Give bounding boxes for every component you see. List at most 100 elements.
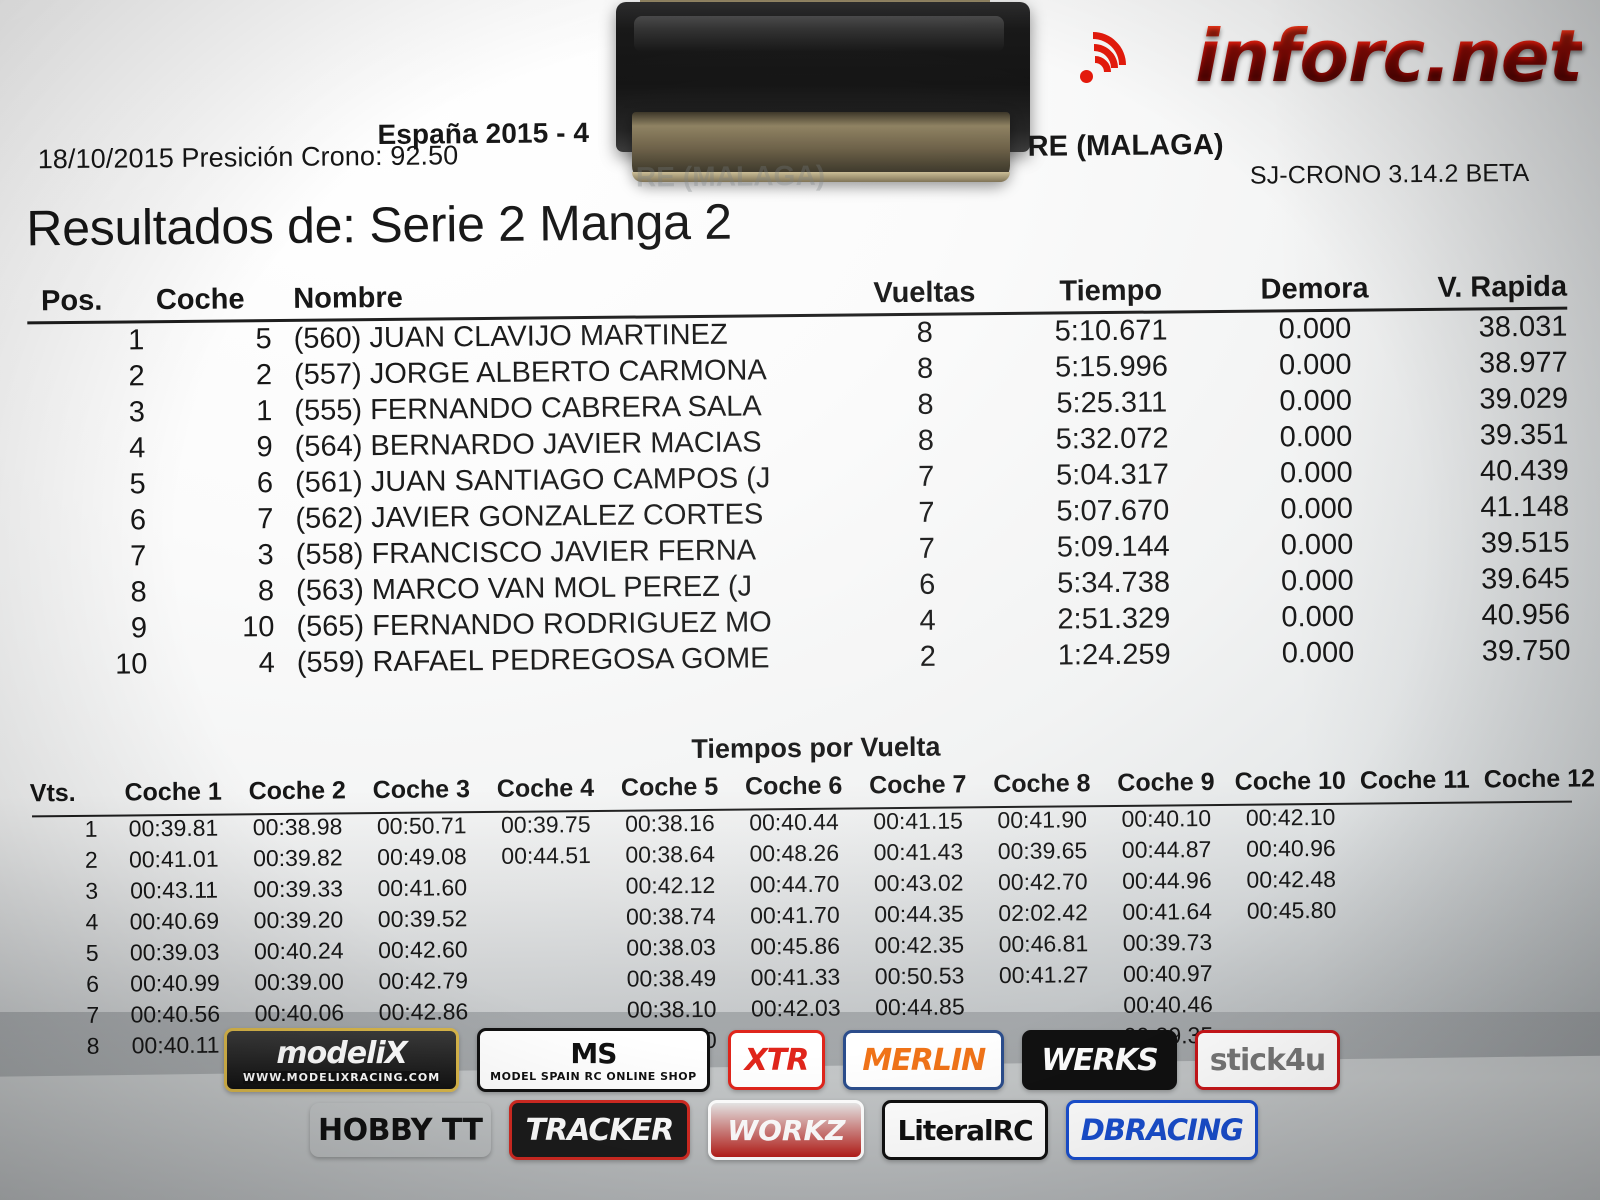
lap-number: 7 — [86, 1001, 100, 1028]
sponsor-logo-tracker: TRACKER — [508, 1100, 691, 1160]
lap-time-car-4: 00:44.51 — [501, 842, 591, 869]
results-cell-laps: 4 — [919, 604, 936, 637]
lap-number: 4 — [85, 908, 99, 935]
page-title: Resultados de: Serie 2 Manga 2 — [26, 193, 732, 257]
results-cell-car: 10 — [242, 610, 275, 643]
results-cell-laps: 7 — [918, 532, 936, 565]
lap-time-car-7: 00:44.35 — [874, 900, 964, 928]
lap-time-car-11 — [1353, 832, 1478, 864]
lap-time-car-3: 00:49.08 — [377, 843, 467, 871]
lap-times-title: Tiempos por Vuelta — [691, 731, 941, 765]
lap-col-9: Coche 9 — [1117, 768, 1215, 797]
lap-time-car-4 — [485, 902, 609, 934]
lap-time-car-6: 00:42.03 — [750, 994, 841, 1022]
results-cell-car: 1 — [256, 394, 273, 427]
lap-time-car-11 — [1354, 956, 1479, 988]
lap-times-body: 1 00:39.81 00:38.98 00:50.71 00:39.75 00:38.1… — [2, 799, 1600, 1062]
lap-time-car-3: 00:42.79 — [378, 967, 469, 995]
results-cell-car: 5 — [255, 322, 272, 355]
results-cell-fastest: 38.977 — [1478, 346, 1568, 379]
sponsor-logo-werks: WERKS — [1022, 1030, 1177, 1090]
lap-col-8: Coche 8 — [993, 769, 1091, 799]
lap-time-car-5: 00:38.49 — [626, 964, 717, 992]
results-cell-car: 3 — [257, 538, 274, 571]
sponsor-logo-db-racing: DBRACING — [1065, 1100, 1258, 1160]
sponsor-logo-model-spain: MS MODEL SPAIN RC ONLINE SHOP — [477, 1028, 710, 1092]
inforc-brand-text: inforc.net — [1195, 14, 1583, 98]
lap-col-12: Coche 12 — [1483, 764, 1596, 794]
lap-time-car-5: 00:38.16 — [625, 809, 715, 837]
results-cell-fastest: 38.031 — [1478, 310, 1568, 343]
software-version: SJ-CRONO 3.14.2 BETA — [1249, 158, 1530, 190]
lap-number: 3 — [85, 877, 99, 904]
results-cell-pos: 7 — [130, 539, 147, 572]
lap-time-car-10 — [1230, 988, 1355, 1020]
lap-col-4: Coche 4 — [496, 773, 595, 803]
event-place: RE (MALAGA) — [1027, 128, 1224, 163]
lap-time-car-8: 00:42.70 — [997, 868, 1088, 896]
sponsor-ms-sub: MODEL SPAIN RC ONLINE SHOP — [490, 1070, 697, 1083]
lap-time-car-6: 00:41.33 — [750, 963, 841, 991]
lap-time-car-9: 00:41.64 — [1122, 898, 1213, 925]
results-cell-time: 5:25.311 — [1056, 385, 1168, 420]
lap-time-car-12 — [1479, 1016, 1600, 1048]
results-cell-fastest: 39.515 — [1480, 526, 1570, 559]
results-body: 1 5 (560) JUAN CLAVIJO MARTINEZ 8 5:10.671 0.… — [0, 308, 1600, 683]
lap-time-car-3: 00:42.86 — [378, 998, 469, 1026]
lap-time-car-9: 00:44.96 — [1122, 867, 1212, 894]
lap-time-car-4 — [485, 964, 609, 996]
results-cell-laps: 8 — [916, 352, 934, 385]
results-cell-time: 1:24.259 — [1057, 637, 1171, 672]
col-coche: Coche — [155, 283, 245, 317]
lap-time-car-12 — [1478, 861, 1600, 893]
lap-time-car-4 — [485, 995, 609, 1027]
lap-time-car-9: 00:40.46 — [1123, 991, 1213, 1018]
lap-time-car-8: 00:41.27 — [998, 961, 1089, 989]
lap-time-car-10: 00:40.96 — [1246, 834, 1336, 862]
lap-time-car-12 — [1478, 892, 1600, 924]
lap-time-car-1: 00:43.11 — [130, 876, 219, 904]
results-cell-time: 5:34.738 — [1056, 565, 1171, 600]
results-cell-fastest: 40.956 — [1481, 598, 1571, 631]
lap-time-car-7: 00:42.35 — [874, 931, 965, 959]
lap-time-car-4 — [484, 871, 608, 903]
lap-time-car-12 — [1477, 799, 1600, 831]
lap-col-11: Coche 11 — [1359, 765, 1470, 795]
results-cell-fastest: 41.148 — [1480, 490, 1570, 523]
results-cell-delay: 0.000 — [1278, 348, 1352, 381]
lap-time-car-5: 00:38.74 — [625, 902, 716, 930]
results-table: Pos. Coche Nombre Vueltas Tiempo Demora … — [0, 270, 1600, 683]
results-cell-delay: 0.000 — [1281, 636, 1355, 669]
results-cell-fastest: 39.750 — [1481, 634, 1571, 667]
lap-time-car-4 — [485, 933, 609, 965]
lap-time-car-10 — [1229, 926, 1354, 958]
lap-time-car-6: 00:41.70 — [750, 901, 840, 929]
lap-number: 8 — [86, 1032, 100, 1059]
results-cell-pos: 1 — [127, 323, 145, 356]
lap-time-car-7: 00:50.53 — [874, 962, 965, 990]
lap-time-car-9: 00:39.73 — [1122, 929, 1213, 956]
lap-time-car-7: 00:43.02 — [873, 869, 964, 897]
results-cell-car: 4 — [258, 646, 275, 679]
results-cell-time: 5:09.144 — [1056, 529, 1170, 564]
lap-time-car-8 — [982, 990, 1106, 1022]
results-cell-time: 5:32.072 — [1055, 421, 1169, 456]
lap-time-car-7: 00:44.85 — [875, 993, 965, 1021]
lap-time-car-11 — [1354, 894, 1479, 926]
lap-time-car-11 — [1353, 801, 1478, 833]
results-cell-fastest: 39.645 — [1480, 562, 1570, 595]
clamp-foot-edge — [632, 172, 1010, 182]
results-cell-name: (561) JUAN SANTIAGO CAMPOS (J — [294, 461, 771, 499]
results-cell-delay: 0.000 — [1279, 384, 1353, 417]
results-cell-name: (557) JORGE ALBERTO CARMONA — [293, 353, 767, 391]
sponsor-logo-hobby-tt: HOBBY TT — [310, 1103, 491, 1157]
lap-time-car-12 — [1478, 830, 1600, 862]
lap-time-car-1: 00:41.01 — [128, 845, 219, 873]
col-vueltas: Vueltas — [873, 276, 976, 310]
lap-time-car-10 — [1230, 957, 1355, 989]
lap-time-car-11 — [1355, 1017, 1480, 1049]
lap-time-car-1: 00:40.99 — [130, 969, 220, 997]
results-cell-laps: 8 — [916, 316, 934, 349]
